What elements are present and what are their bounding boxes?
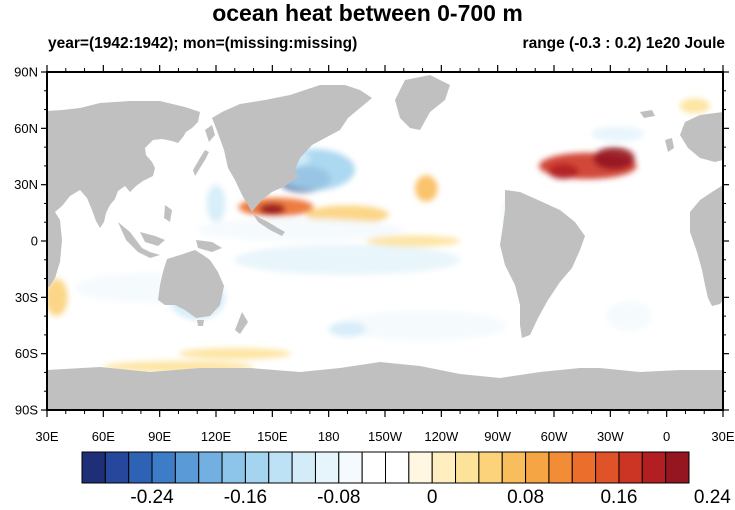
colorbar-label: -0.24 (130, 487, 174, 508)
lon-tick-label: 120W (424, 429, 459, 444)
lon-tick-label: 30E (711, 429, 734, 444)
lat-tick-label: 30S (15, 290, 38, 305)
lon-tick-label: 60W (541, 429, 568, 444)
australia (158, 250, 224, 318)
lon-tick-label: 30E (35, 429, 58, 444)
colorbar-label: -0.08 (317, 487, 360, 508)
lat-tick-label: 60S (15, 346, 38, 361)
indonesia-borneo (140, 232, 165, 246)
lat-tick-label: 0 (31, 234, 38, 249)
colorbar-swatch (385, 451, 410, 484)
colorbar-swatch (641, 451, 667, 484)
colorbar-swatch (455, 451, 480, 484)
anomaly-blob-8 (415, 175, 438, 202)
africa (690, 185, 723, 306)
new-guinea (196, 240, 222, 252)
anomaly-blob-11 (548, 164, 579, 180)
anomaly-blob-6 (197, 218, 404, 241)
map-axes: 90N 60N 30N 0 30S 60S 90S 30E 60E 90E 120E 150E 180 1… (14, 65, 735, 445)
colorbar-label: 0.16 (600, 487, 637, 508)
lon-tick-label: 150W (368, 429, 403, 444)
lon-tick-label: 180 (318, 429, 340, 444)
colorbar-swatch (665, 451, 690, 484)
colorbar-swatch (338, 451, 363, 484)
colorbar-swatch (595, 451, 620, 484)
map-area (47, 72, 723, 410)
indonesia-sumatra-java (118, 222, 160, 258)
subtitle-left: year=(1942:1942); mon=(missing:missing) (48, 35, 358, 52)
colorbar-swatch (268, 451, 293, 484)
colorbar-swatch (221, 451, 246, 484)
central-america (252, 212, 285, 236)
colorbar-swatch (618, 451, 643, 484)
colorbar-swatch (361, 451, 386, 484)
colorbar-swatch (198, 451, 223, 484)
lat-tick-label: 30N (14, 177, 38, 192)
south-america (500, 190, 585, 338)
lon-tick-label: 60E (92, 429, 115, 444)
anomaly-blob-23 (366, 235, 461, 247)
anomaly-blob-18 (338, 310, 508, 341)
anomaly-blob-25 (679, 98, 710, 114)
lat-tick-label: 60N (14, 121, 38, 136)
anomaly-blob-19 (606, 301, 652, 332)
anomaly-blob-22 (206, 184, 226, 223)
anomaly-blob-10 (593, 147, 635, 170)
colorbar-swatch (478, 451, 503, 484)
anomaly-blob-16 (178, 348, 292, 360)
iceland (640, 110, 655, 118)
tasmania (197, 320, 204, 326)
europe-east (680, 112, 723, 162)
eurasia-africa-landmass (47, 101, 200, 288)
colorbar-swatch (525, 451, 550, 484)
anomaly-blob-7 (234, 244, 461, 275)
colorbar-swatch (128, 451, 153, 484)
lon-tick-label: 120E (201, 429, 232, 444)
map-title: ocean heat between 0-700 m (212, 0, 523, 26)
lon-tick-label: 90W (484, 429, 511, 444)
lat-tick-label: 90S (15, 403, 38, 418)
anomaly-blob-4 (259, 203, 286, 215)
greenland (395, 75, 450, 130)
lon-tick-label: 0 (663, 429, 670, 444)
colorbar-swatch (81, 451, 106, 484)
colorbar-label: 0.24 (694, 487, 731, 508)
colorbar-swatch (501, 451, 527, 484)
lat-tick-label: 90N (14, 65, 38, 80)
colorbar-swatch (408, 451, 433, 484)
anomaly-blob-15 (47, 278, 68, 317)
lon-tick-label: 30W (597, 429, 624, 444)
colorbar-swatch (431, 451, 457, 484)
lon-tick-label: 150E (257, 429, 288, 444)
colorbar-swatch (548, 451, 573, 484)
philippines (164, 205, 172, 222)
colorbar-swatch (244, 451, 270, 484)
kamchatka (205, 125, 215, 142)
colorbar-label: 0 (427, 487, 438, 508)
anomaly-blob-12 (591, 126, 645, 142)
colorbar-label: -0.16 (224, 487, 267, 508)
north-america (212, 85, 372, 212)
colorbar-swatch (314, 451, 340, 484)
colorbar-swatch (174, 451, 200, 484)
subtitle-right: range (-0.3 : 0.2) 1e20 Joule (522, 35, 725, 52)
japan (193, 150, 209, 176)
colorbar-swatch (291, 451, 316, 484)
colorbar-swatch (151, 451, 176, 484)
british-isles (665, 138, 674, 152)
lon-tick-label: 90E (148, 429, 171, 444)
colorbar-swatch (571, 451, 597, 484)
colorbar-label: 0.08 (507, 487, 544, 508)
colorbar-swatch (104, 451, 130, 484)
anomaly-blob-24 (328, 321, 367, 337)
antarctica (47, 362, 723, 410)
new-zealand (235, 312, 248, 334)
land-mask (47, 75, 723, 410)
colorbar: -0.24 -0.16 -0.08 0 0.08 0.16 0.24 (81, 451, 731, 508)
